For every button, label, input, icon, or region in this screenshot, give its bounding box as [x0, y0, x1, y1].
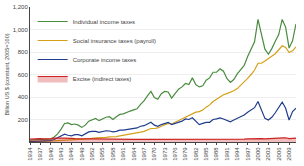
- svg-text:1958: 1958: [110, 147, 116, 161]
- svg-text:1991: 1991: [224, 147, 230, 161]
- svg-text:400: 400: [18, 94, 29, 100]
- svg-text:1982: 1982: [193, 147, 199, 161]
- svg-text:1988: 1988: [214, 147, 220, 161]
- svg-text:Social insurance taxes (payrol: Social insurance taxes (payroll): [73, 38, 156, 44]
- svg-text:1934: 1934: [27, 147, 33, 161]
- svg-text:1976: 1976: [172, 147, 178, 161]
- svg-text:Individual income taxes: Individual income taxes: [73, 19, 135, 25]
- svg-text:2000: 2000: [255, 147, 261, 161]
- svg-text:1943: 1943: [58, 147, 64, 161]
- svg-text:200: 200: [18, 117, 29, 123]
- svg-text:1967: 1967: [141, 147, 147, 161]
- svg-text:1970: 1970: [151, 147, 157, 161]
- svg-text:1940: 1940: [48, 147, 54, 161]
- svg-text:1,000: 1,000: [13, 27, 29, 33]
- svg-text:800: 800: [18, 49, 29, 55]
- svg-text:1997: 1997: [245, 147, 251, 161]
- svg-text:1979: 1979: [182, 147, 188, 161]
- svg-text:2006: 2006: [276, 147, 282, 161]
- svg-text:1937: 1937: [37, 147, 43, 161]
- svg-text:1985: 1985: [203, 147, 209, 161]
- svg-text:1955: 1955: [100, 147, 106, 161]
- svg-text:1949: 1949: [79, 147, 85, 161]
- svg-text:Excise (indirect taxes): Excise (indirect taxes): [73, 76, 132, 82]
- svg-text:2003: 2003: [265, 147, 271, 161]
- svg-text:Corporate income taxes: Corporate income taxes: [73, 57, 137, 63]
- svg-text:1973: 1973: [162, 147, 168, 161]
- svg-text:Billion US $ (constant, 2005=1: Billion US $ (constant, 2005=100): [4, 33, 10, 115]
- svg-text:2009: 2009: [286, 147, 292, 161]
- svg-text:1994: 1994: [234, 147, 240, 161]
- svg-text:1964: 1964: [131, 147, 137, 161]
- svg-text:1,200: 1,200: [13, 4, 29, 10]
- svg-text:1952: 1952: [89, 147, 95, 161]
- svg-text:600: 600: [18, 72, 29, 78]
- svg-text:1961: 1961: [120, 147, 126, 161]
- svg-text:1946: 1946: [68, 147, 74, 161]
